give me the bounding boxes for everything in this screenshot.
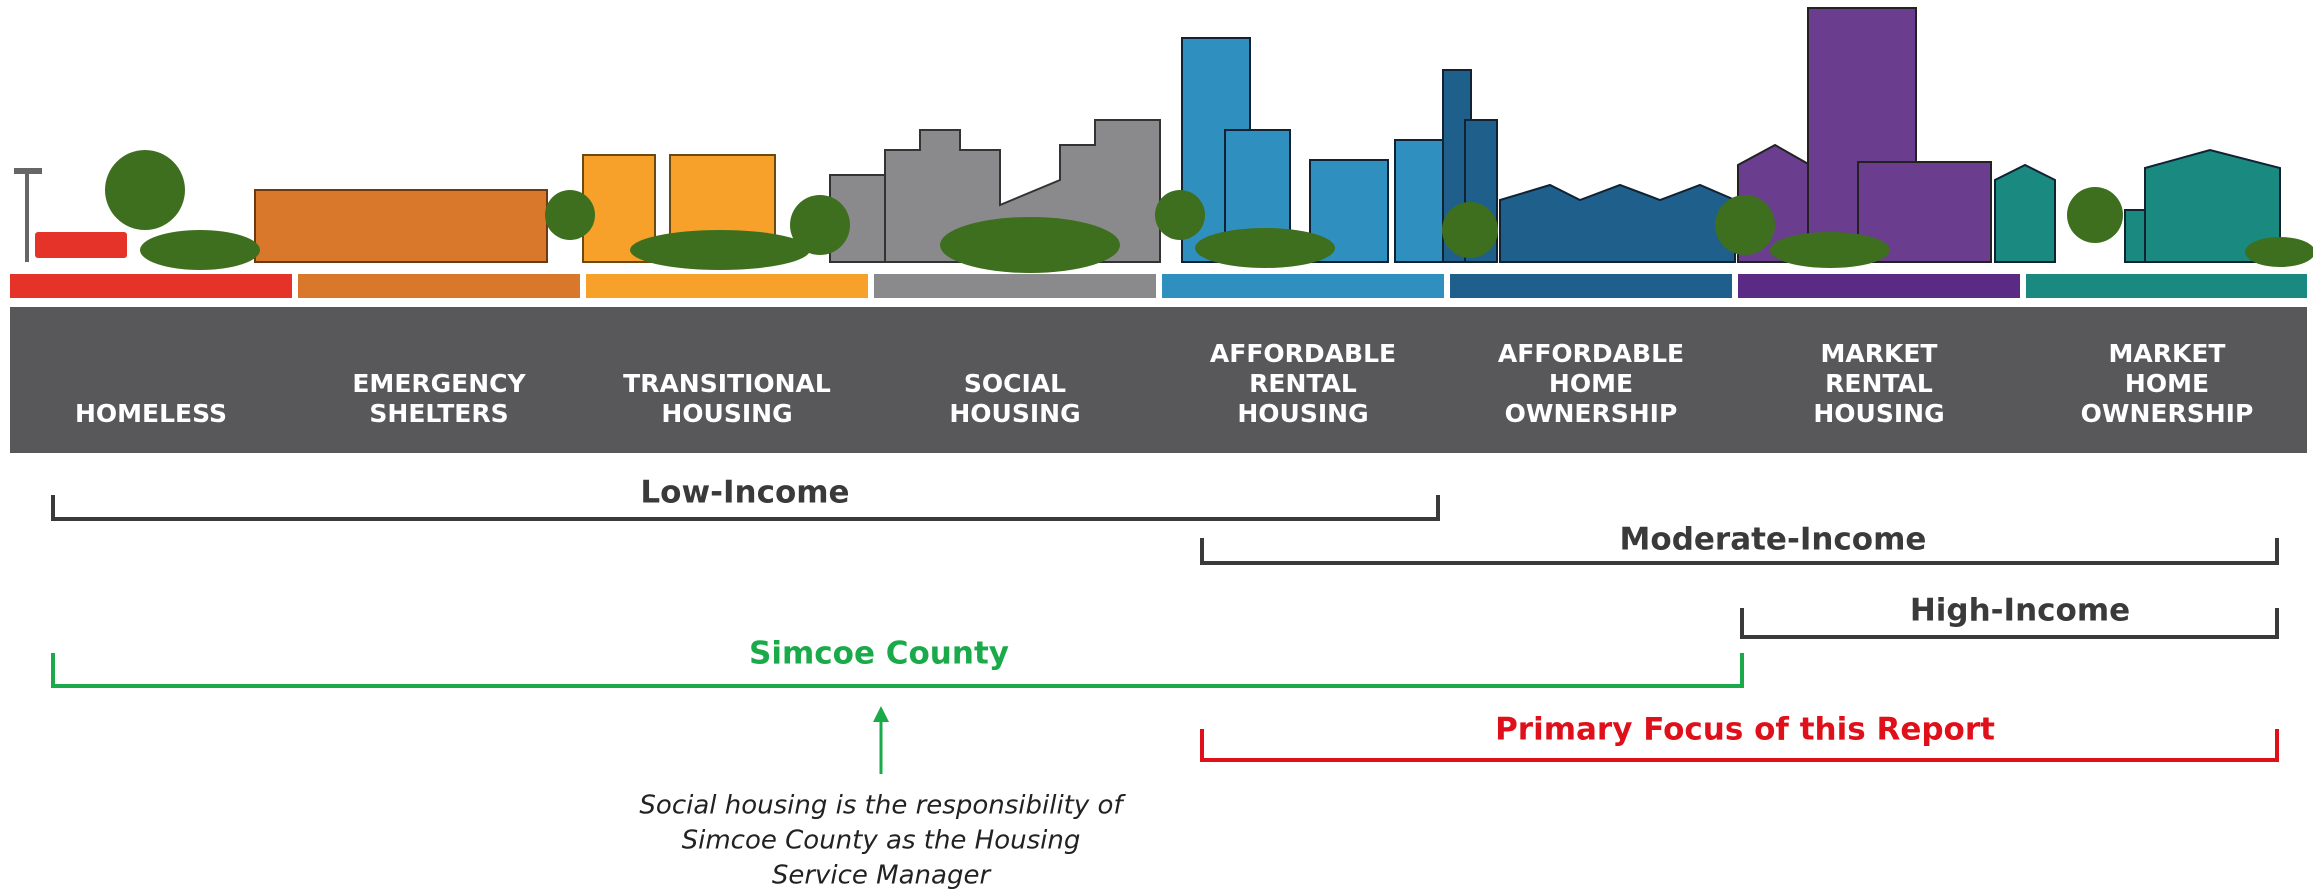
skyline (14, 8, 2313, 273)
category-label: TRANSITIONAL (623, 369, 831, 398)
housing-continuum: HOMELESSEMERGENCYSHELTERSTRANSITIONALHOU… (0, 0, 2313, 889)
bracket-label: Simcoe County (749, 636, 1009, 672)
note: Social housing is the responsibility of S… (639, 791, 1126, 889)
category-label: HOMELESS (75, 399, 227, 428)
category-label: RENTAL (1825, 369, 1933, 398)
category-label: OWNERSHIP (1505, 399, 1678, 428)
bracket-label: Low-Income (640, 475, 849, 511)
category-label: MARKET (1821, 339, 1938, 368)
category-label: HOME (2125, 369, 2209, 398)
category-label: HOUSING (1237, 399, 1368, 428)
category-label: SHELTERS (369, 399, 508, 428)
note-line: Simcoe County as the Housing (682, 826, 1081, 856)
category-label: SOCIAL (964, 369, 1066, 398)
category-label: HOUSING (949, 399, 1080, 428)
bracket-label: Moderate-Income (1620, 522, 1927, 558)
category-label: MARKET (2109, 339, 2226, 368)
color-bars (10, 274, 2307, 298)
category-label: OWNERSHIP (2081, 399, 2254, 428)
category-label: EMERGENCY (352, 369, 526, 398)
bracket-label: Primary Focus of this Report (1495, 712, 1995, 748)
category-label: HOME (1549, 369, 1633, 398)
category-label: AFFORDABLE (1498, 339, 1684, 368)
arrow (873, 706, 889, 774)
bracket-label: High-Income (1910, 593, 2130, 629)
category-label: HOUSING (661, 399, 792, 428)
category-label: RENTAL (1249, 369, 1357, 398)
category-label: AFFORDABLE (1210, 339, 1396, 368)
note-line: Service Manager (772, 861, 993, 889)
category-label: HOUSING (1813, 399, 1944, 428)
note-line: Social housing is the responsibility of (639, 791, 1126, 821)
